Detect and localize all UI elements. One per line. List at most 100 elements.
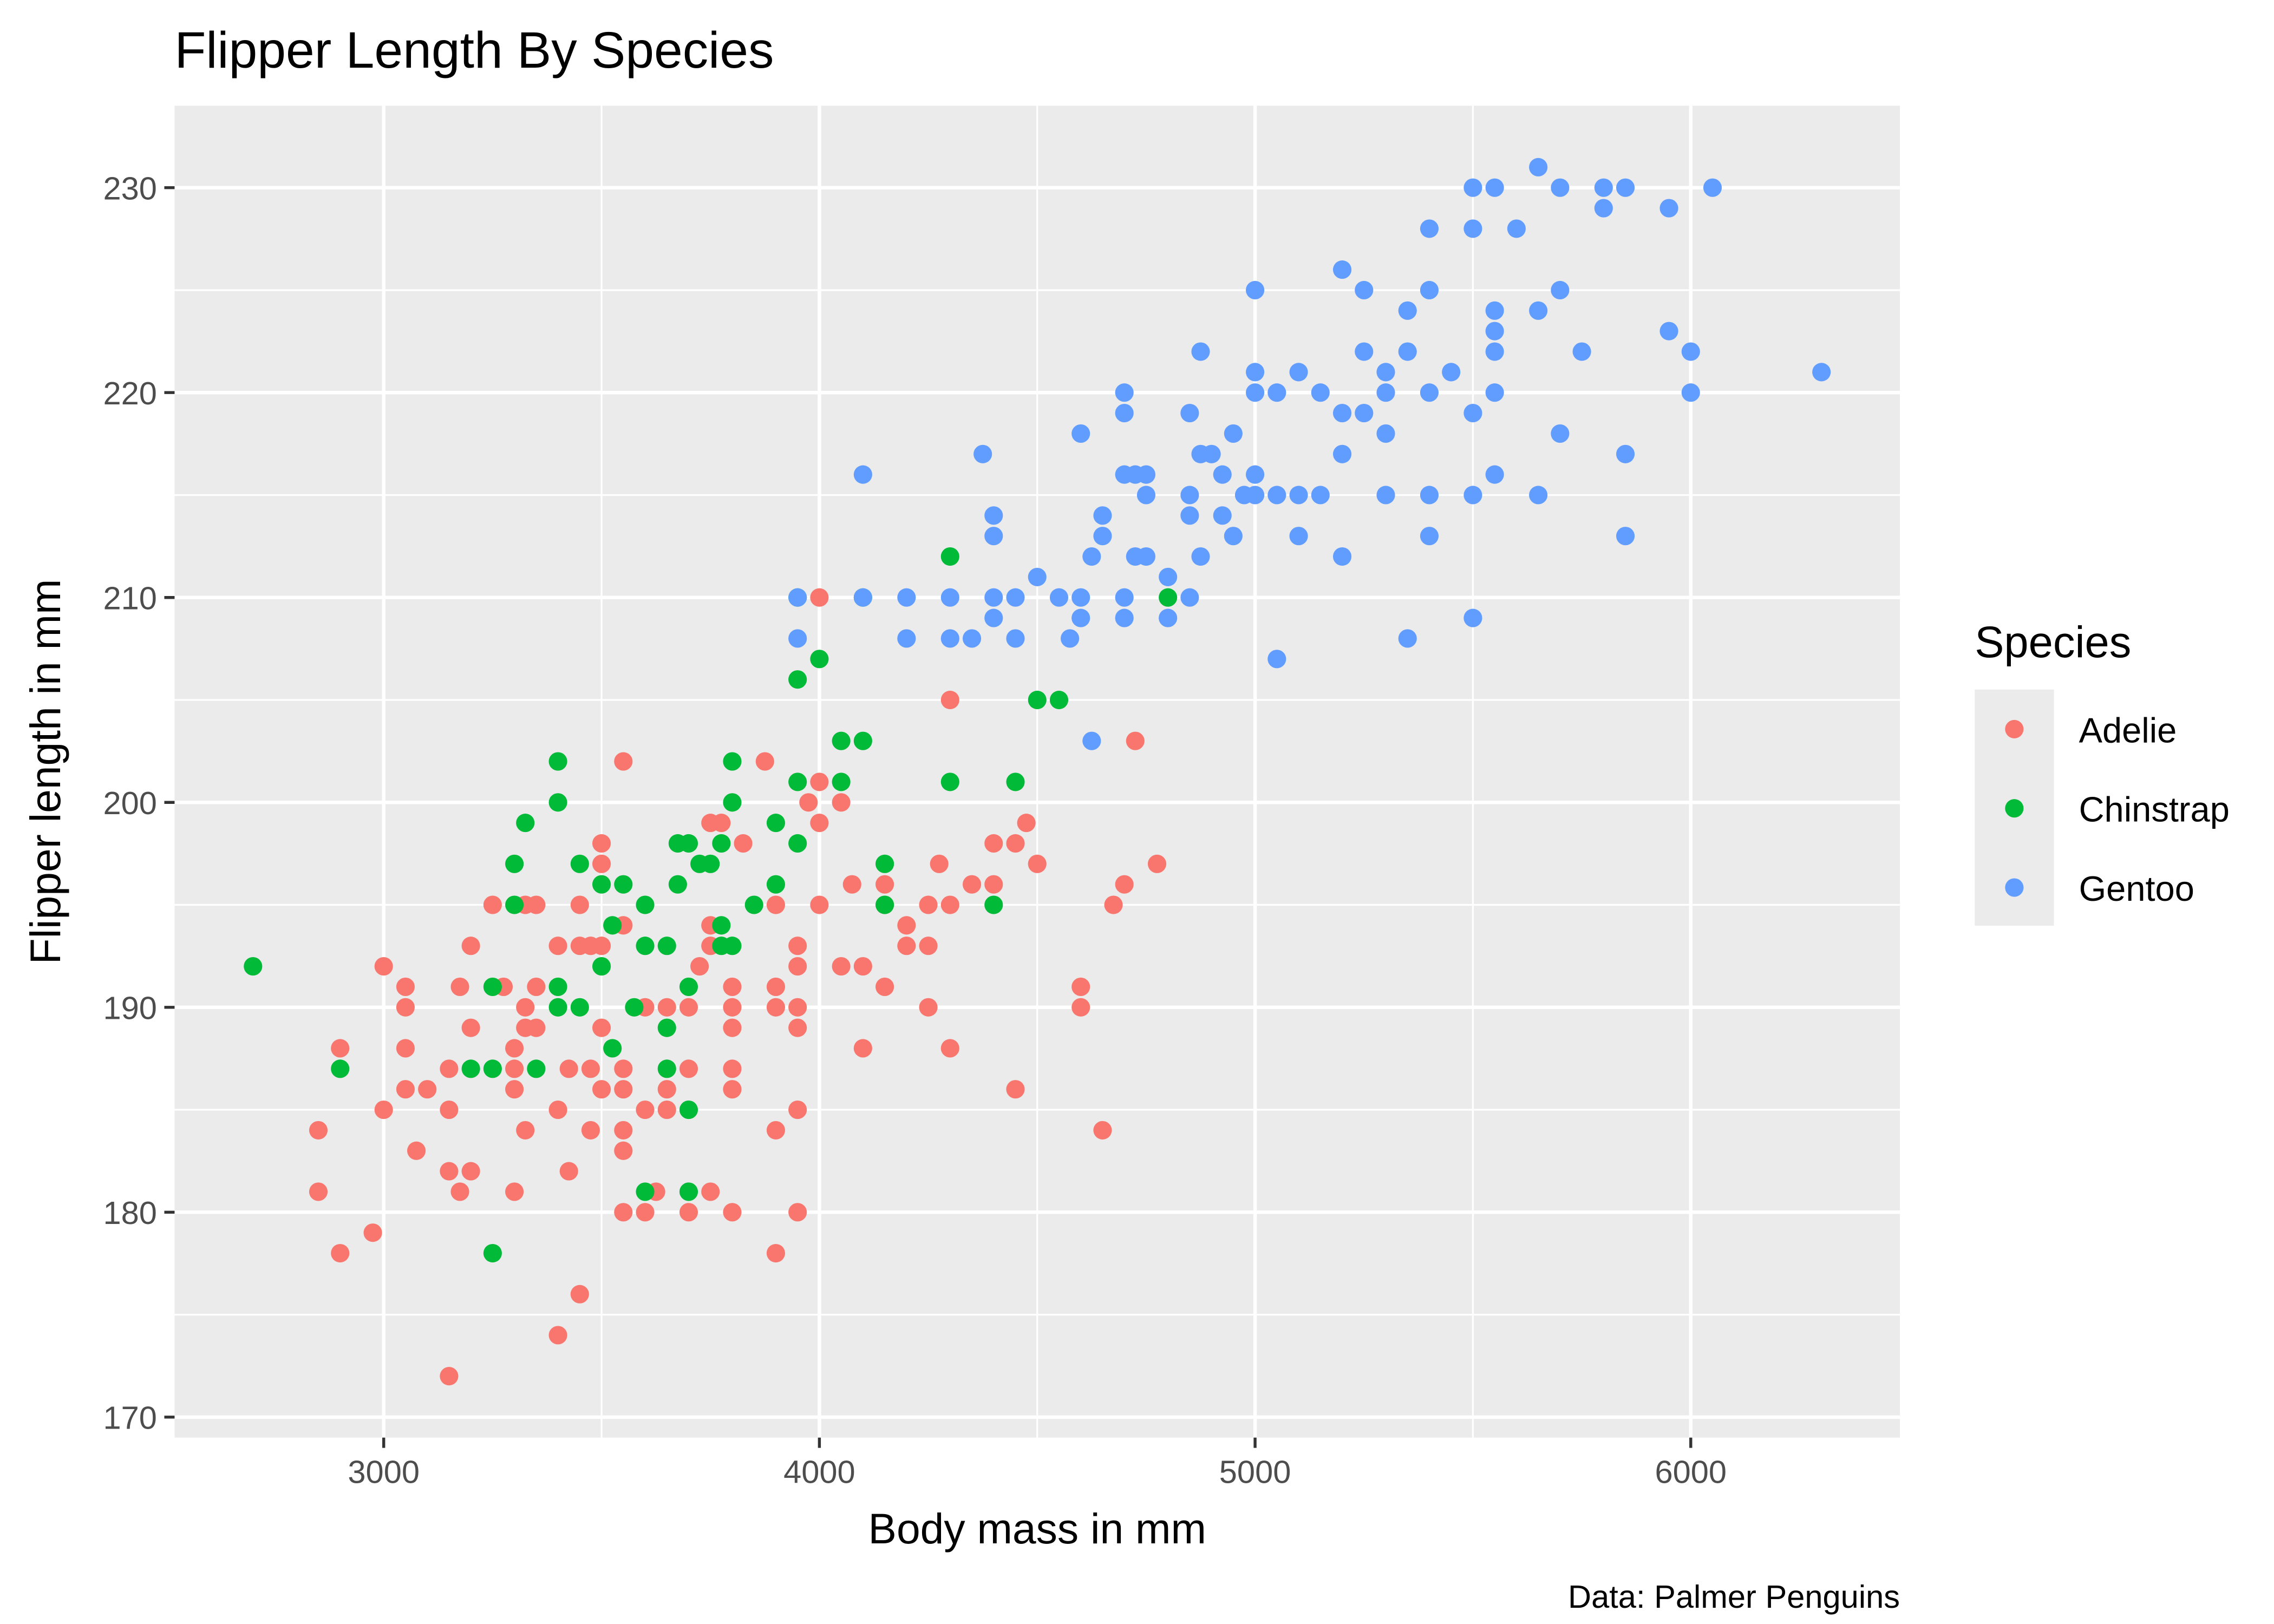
data-point-gentoo: [1213, 506, 1232, 525]
data-point-adelie: [396, 1080, 415, 1099]
data-point-adelie: [766, 1243, 785, 1263]
data-point-adelie: [363, 1223, 382, 1242]
data-point-adelie: [1115, 875, 1134, 894]
data-point-chinstrap: [548, 998, 567, 1017]
data-point-gentoo: [940, 629, 959, 648]
data-point-gentoo: [1485, 342, 1504, 361]
data-point-gentoo: [1332, 404, 1352, 423]
data-point-gentoo: [1224, 424, 1243, 443]
y-tick-label: 210: [103, 580, 156, 616]
data-point-adelie: [940, 895, 959, 914]
data-point-adelie: [614, 1203, 633, 1222]
data-point-gentoo: [1289, 363, 1308, 382]
data-point-adelie: [1017, 814, 1036, 833]
data-point-gentoo: [1398, 342, 1417, 361]
data-point-chinstrap: [766, 875, 785, 894]
data-point-gentoo: [1115, 404, 1134, 423]
data-point-adelie: [1093, 1121, 1112, 1140]
data-point-adelie: [723, 1018, 742, 1037]
y-tick-label: 180: [103, 1195, 156, 1231]
data-point-chinstrap: [875, 895, 894, 914]
data-point-chinstrap: [832, 731, 851, 750]
data-point-gentoo: [1485, 465, 1504, 484]
legend-label-gentoo: Gentoo: [2079, 869, 2194, 908]
data-point-chinstrap: [548, 752, 567, 771]
data-point-adelie: [461, 1018, 480, 1037]
data-point-adelie: [984, 834, 1003, 853]
data-point-gentoo: [1082, 547, 1101, 566]
data-point-gentoo: [1376, 424, 1395, 443]
data-point-adelie: [962, 875, 982, 894]
data-point-adelie: [788, 1203, 807, 1222]
data-point-adelie: [309, 1121, 328, 1140]
data-point-gentoo: [1289, 486, 1308, 505]
data-point-chinstrap: [679, 1182, 698, 1201]
data-point-adelie: [592, 1018, 611, 1037]
x-tick-label: 6000: [1655, 1454, 1727, 1490]
data-point-adelie: [1028, 854, 1047, 873]
data-point-gentoo: [1659, 322, 1678, 340]
data-point-chinstrap: [483, 1243, 502, 1263]
data-point-gentoo: [1332, 547, 1352, 566]
data-point-adelie: [570, 1285, 589, 1304]
data-point-gentoo: [788, 588, 807, 607]
data-point-gentoo: [1213, 465, 1232, 484]
data-point-chinstrap: [636, 1182, 655, 1201]
legend-title: Species: [1975, 618, 2131, 667]
data-point-adelie: [897, 937, 916, 955]
data-point-adelie: [592, 854, 611, 873]
data-point-adelie: [766, 998, 785, 1017]
data-point-adelie: [919, 895, 938, 914]
data-point-gentoo: [1006, 629, 1025, 648]
data-point-adelie: [788, 957, 807, 976]
data-point-adelie: [875, 977, 894, 997]
data-point-chinstrap: [766, 814, 785, 833]
data-point-gentoo: [1681, 342, 1700, 361]
data-point-adelie: [723, 1059, 742, 1078]
data-point-gentoo: [1006, 588, 1025, 607]
data-point-adelie: [1126, 731, 1145, 750]
data-point-adelie: [581, 1059, 600, 1078]
data-point-gentoo: [1115, 383, 1134, 402]
data-point-adelie: [1104, 895, 1123, 914]
data-point-gentoo: [1551, 280, 1570, 300]
data-point-adelie: [450, 1182, 469, 1201]
data-point-adelie: [614, 1059, 633, 1078]
data-point-chinstrap: [875, 854, 894, 873]
data-point-adelie: [1147, 854, 1167, 873]
data-point-adelie: [712, 814, 731, 833]
data-point-gentoo: [1093, 506, 1112, 525]
data-point-chinstrap: [788, 834, 807, 853]
data-point-chinstrap: [1159, 588, 1178, 607]
data-point-gentoo: [1551, 178, 1570, 197]
data-point-gentoo: [1246, 280, 1265, 300]
data-point-adelie: [461, 1162, 480, 1181]
data-point-chinstrap: [668, 875, 687, 894]
data-point-adelie: [440, 1162, 459, 1181]
data-point-gentoo: [1049, 588, 1069, 607]
data-point-gentoo: [1398, 629, 1417, 648]
data-point-adelie: [657, 998, 676, 1017]
data-point-chinstrap: [244, 957, 263, 976]
data-point-adelie: [657, 1100, 676, 1119]
data-point-gentoo: [1594, 178, 1613, 197]
data-point-adelie: [440, 1100, 459, 1119]
data-point-chinstrap: [940, 547, 959, 566]
data-point-gentoo: [853, 588, 872, 607]
data-point-adelie: [309, 1182, 328, 1201]
data-point-gentoo: [1028, 567, 1047, 586]
data-point-gentoo: [1420, 383, 1439, 402]
chart-title: Flipper Length By Species: [174, 22, 774, 79]
data-point-adelie: [592, 834, 611, 853]
data-point-adelie: [396, 998, 415, 1017]
data-point-adelie: [636, 1100, 655, 1119]
data-point-adelie: [581, 1121, 600, 1140]
data-point-chinstrap: [679, 834, 698, 853]
data-point-gentoo: [1071, 608, 1090, 627]
data-point-adelie: [897, 916, 916, 935]
data-point-adelie: [461, 937, 480, 955]
data-point-adelie: [930, 854, 949, 873]
data-point-adelie: [810, 814, 829, 833]
data-point-chinstrap: [1006, 772, 1025, 791]
